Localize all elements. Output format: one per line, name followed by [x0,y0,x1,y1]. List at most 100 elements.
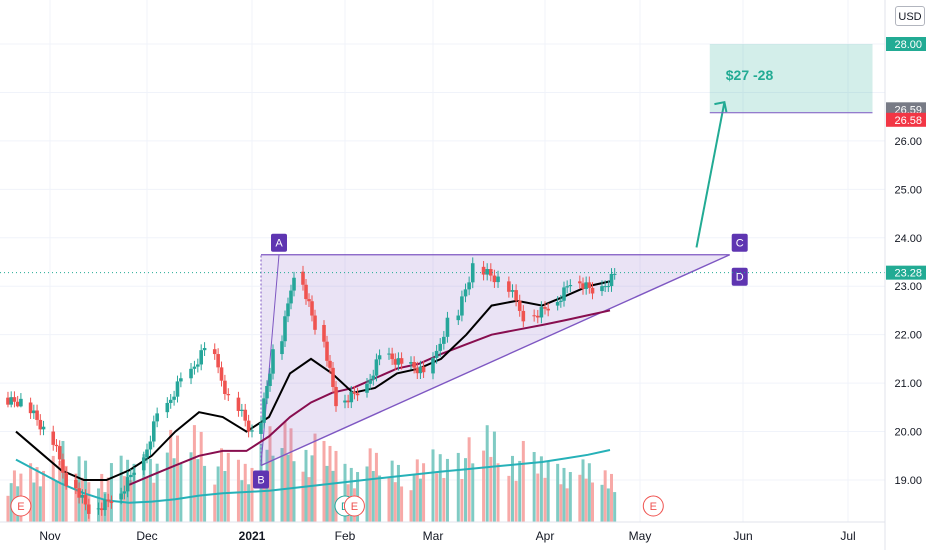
candle-body [463,289,468,297]
candle-body [129,474,133,478]
candle-body [141,457,146,471]
volume-bar [378,475,382,522]
volume-bar [482,450,486,522]
candle-body [119,493,123,500]
candle-body [109,501,114,504]
candle-body [77,488,81,498]
candle-body [590,287,595,294]
volume-bar [289,428,293,522]
triangle-support-line [260,254,730,467]
volume-bar [334,450,338,522]
volume-bar [280,448,284,522]
volume-bar [396,464,400,522]
volume-bar [518,460,522,522]
candle-body [587,282,592,288]
candle-body [38,419,43,430]
volume-bar [606,488,610,522]
volume-bar [587,463,591,522]
target-zone[interactable]: $27 -28 [0,44,885,274]
candle-body [507,281,511,292]
pattern-point-d-box [731,267,748,286]
candle-body [578,281,582,284]
volume-bar [322,440,326,522]
candle-body [532,315,536,317]
volume-bar [247,484,251,522]
volume-bar [471,463,475,522]
x-tick-label: Nov [39,529,60,543]
volume-bar [546,460,550,522]
candle-body [168,399,173,403]
candle-body [202,347,207,351]
volume-bar [240,480,244,522]
candle-body [543,307,547,309]
candle-body [334,386,338,407]
candle-body [223,380,227,395]
volume-bar [301,471,305,522]
currency-badge[interactable]: USD [895,6,925,26]
volume-bar [29,463,33,522]
candle-body [352,391,357,394]
target-zone-label: $27 -28 [726,67,774,83]
candle-body [9,397,13,405]
price-tag-box [886,112,926,127]
volume-bar [145,477,149,522]
volume-bar [199,431,203,522]
candle-body [609,273,614,287]
candle-body [396,358,401,365]
volume-bar [492,431,496,522]
candle-body [216,354,220,368]
candle-body [514,290,518,301]
volume-bar [189,452,193,522]
x-tick-label: Jun [733,529,752,543]
candle-body [236,397,241,411]
candle-body [481,266,486,275]
triangle-pattern[interactable]: A B C D [253,233,748,489]
volume-bar [54,480,58,522]
price-tag-box [886,37,926,51]
candle-body [265,386,269,399]
volume-bar [268,426,272,522]
grid [0,0,885,522]
candle-body [125,477,130,492]
candle-body [51,431,56,445]
x-tick-label: Mar [423,529,444,543]
volume-bar [507,475,511,522]
candle-body [393,359,398,365]
candle-body [304,284,308,300]
pattern-a-b-line [260,254,280,466]
candle-body [325,341,329,361]
candle-body [289,290,293,304]
candle-body [301,271,305,285]
candle-body [584,282,588,289]
volume-bar [165,452,169,522]
volume-bar [371,471,375,522]
volume-bar [51,455,55,522]
candle-body [41,426,46,430]
candle-body [390,353,394,360]
volume-bar [445,458,449,522]
earnings-markers[interactable]: EDEE [10,495,664,517]
price-tag-label: 26.58 [894,115,922,127]
volume-bar [584,478,588,522]
candle-body [355,393,360,396]
candle-body [283,316,287,342]
candle-body [145,449,149,458]
candle-body [562,287,566,301]
x-tick-label: Jul [840,529,855,543]
volume-bar [435,473,439,522]
candle-body [271,349,275,374]
candle-body [83,495,88,505]
earnings-marker-label: E [650,501,657,513]
candle-body [61,459,65,473]
volume-bar [431,449,435,522]
candle-body [132,472,136,475]
volume-bar [464,458,468,522]
candle-body [492,275,497,283]
volume-bar [532,452,536,522]
candle-body [496,276,500,283]
candle-body [15,401,20,407]
volume-bar [175,435,179,522]
volume-bar [600,484,604,522]
